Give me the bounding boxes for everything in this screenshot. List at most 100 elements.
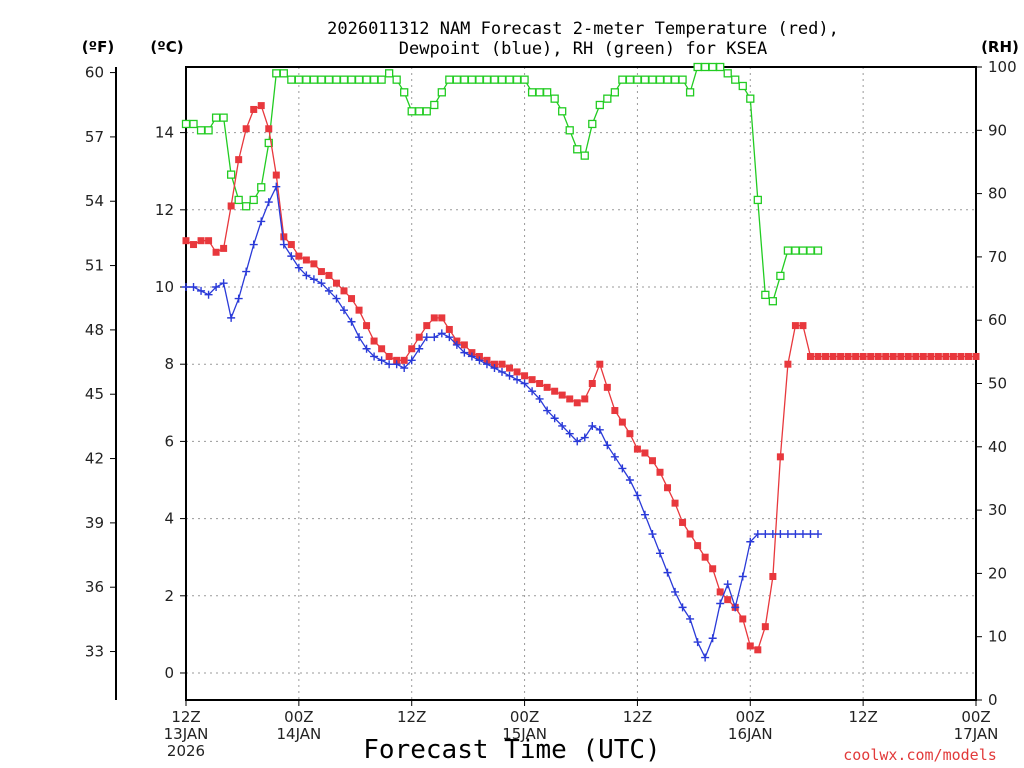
rh-point (204, 126, 213, 135)
temperature-point (897, 352, 905, 360)
dewpoint-point (663, 568, 672, 577)
rh-point (430, 100, 439, 110)
temperature-point (874, 352, 882, 360)
dewpoint-point (437, 329, 446, 338)
temperature-point (814, 352, 822, 360)
rh-tick-label: 40 (988, 438, 1007, 456)
temperature-point (776, 453, 784, 461)
rh-point (362, 75, 371, 84)
x-tick-label: 12Z (397, 708, 426, 726)
rh-point (723, 69, 732, 78)
rh-point (242, 202, 251, 211)
dewpoint-point (385, 360, 394, 369)
dewpoint-point (708, 634, 717, 643)
dewpoint-point (723, 580, 732, 589)
dewpoint-point (347, 317, 356, 326)
temperature-point (265, 125, 273, 133)
plot-frame (185, 66, 977, 701)
fahrenheit-tick-label: 33 (85, 643, 104, 661)
dewpoint-point (753, 530, 762, 539)
temperature-point (543, 383, 551, 391)
dewpoint-point (656, 549, 664, 558)
rh-point (633, 75, 642, 84)
celsius-tick-label: 12 (155, 201, 174, 219)
temperature-point (889, 352, 897, 360)
credit-label: coolwx.com/models (843, 746, 997, 764)
temperature-point (513, 368, 521, 376)
temperature-point (355, 306, 363, 314)
rh-point (625, 75, 635, 84)
dewpoint-point (227, 313, 236, 322)
rh-point (685, 88, 695, 97)
x-tick-label: 13JAN (164, 725, 209, 743)
dewpoint-point (814, 530, 822, 539)
rh-point (497, 75, 507, 84)
dewpoint-point (671, 587, 680, 596)
dewpoint-point (746, 537, 755, 546)
rh-point (670, 75, 680, 84)
rh-point (317, 75, 326, 84)
celsius-tick-label: 0 (164, 664, 174, 682)
temperature-point (919, 352, 927, 360)
temperature-point (837, 352, 845, 360)
rh-tick-label: 80 (988, 185, 1007, 203)
temperature-point (679, 518, 687, 526)
rh-tick-label: 20 (988, 564, 1007, 582)
temperature-point (302, 256, 310, 264)
rh-point (761, 290, 770, 300)
x-tick-label: 14JAN (276, 725, 321, 743)
temperature-point (363, 322, 371, 330)
celsius-tick-label: 2 (164, 587, 174, 605)
temperature-point (182, 237, 190, 245)
temperature-point (701, 553, 709, 561)
temperature-point (528, 376, 536, 384)
dewpoint-point (340, 306, 348, 315)
dewpoint-point (505, 371, 514, 380)
x-tick-label: 00Z (284, 708, 313, 726)
rh-line (186, 66, 818, 303)
rh-point (249, 195, 258, 205)
rh-point (475, 75, 484, 84)
temperature-point (761, 623, 769, 631)
temperature-point (882, 352, 890, 360)
dewpoint-point (475, 356, 484, 365)
rh-point (400, 88, 409, 97)
rh-point (663, 75, 672, 84)
temperature-point (852, 352, 860, 360)
rh-point (648, 75, 657, 84)
temperature-point (867, 352, 875, 360)
rh-point (294, 75, 304, 84)
temperature-point (904, 352, 912, 360)
fahrenheit-tick-label: 57 (85, 128, 104, 146)
dewpoint-point (182, 283, 190, 292)
dewpoint-point (731, 603, 740, 612)
rh-tick-label: 0 (988, 691, 998, 709)
rh-point (776, 271, 785, 281)
rh-point (738, 81, 747, 91)
chart-title-line-1: 2026011312 NAM Forecast 2-meter Temperat… (327, 19, 839, 39)
temperature-point (784, 360, 792, 368)
celsius-tick-label: 4 (164, 510, 174, 528)
rh-point (558, 107, 567, 116)
rh-point (392, 75, 401, 84)
temperature-point (287, 241, 295, 249)
dewpoint-point (798, 530, 807, 539)
x-tick-label: 12Z (848, 708, 877, 726)
rh-point (542, 88, 552, 97)
rh-point (580, 151, 589, 160)
temperature-point (949, 352, 957, 360)
temperature-point (257, 102, 265, 110)
dewpoint-point (678, 603, 687, 612)
rh-point (618, 75, 627, 84)
temperature-point (626, 430, 634, 438)
temperature-point (724, 596, 732, 604)
temperature-line (185, 104, 976, 651)
x-tick-label: 16JAN (728, 725, 773, 743)
temperature-point (934, 352, 942, 360)
temperature-point (536, 380, 544, 387)
rh-point (798, 246, 808, 255)
rh-point (287, 75, 296, 84)
rh-point (272, 69, 281, 78)
dewpoint-point (520, 379, 529, 388)
